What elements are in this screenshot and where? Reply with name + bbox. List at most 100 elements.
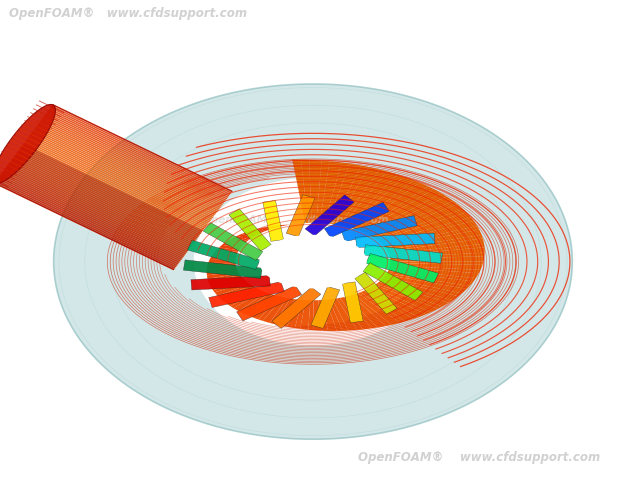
Polygon shape [366,253,438,283]
Polygon shape [252,229,262,234]
Polygon shape [389,247,484,258]
Polygon shape [265,227,271,230]
Polygon shape [382,221,477,246]
Polygon shape [0,144,203,269]
Polygon shape [237,286,301,321]
Polygon shape [207,271,239,279]
Polygon shape [386,273,470,289]
Polygon shape [249,230,259,235]
Polygon shape [337,298,363,330]
Polygon shape [230,237,247,243]
Polygon shape [311,287,340,328]
Polygon shape [230,290,263,308]
Polygon shape [308,300,314,330]
Polygon shape [282,299,298,327]
Polygon shape [381,278,458,300]
Polygon shape [379,280,452,303]
Text: OpenFOAM®    www.cfdsupport.com: OpenFOAM® www.cfdsupport.com [358,451,600,464]
Polygon shape [208,275,242,285]
Polygon shape [273,226,278,228]
Polygon shape [335,167,380,225]
Polygon shape [194,178,432,346]
Polygon shape [301,159,312,223]
Polygon shape [321,300,337,331]
Polygon shape [390,256,484,262]
Polygon shape [389,244,484,255]
Polygon shape [234,236,249,241]
Polygon shape [242,293,273,315]
Polygon shape [327,164,361,224]
Polygon shape [384,275,467,293]
Polygon shape [285,225,290,226]
Polygon shape [366,288,426,317]
Polygon shape [354,293,400,325]
Polygon shape [305,195,354,236]
Polygon shape [217,247,239,252]
Polygon shape [383,277,462,296]
Polygon shape [210,257,236,260]
Polygon shape [358,292,405,323]
Polygon shape [360,291,413,321]
Polygon shape [329,299,348,331]
Polygon shape [211,279,246,290]
Polygon shape [237,234,252,240]
Polygon shape [263,201,284,241]
Polygon shape [387,271,474,286]
Polygon shape [347,174,404,228]
Polygon shape [222,243,241,248]
Polygon shape [228,239,245,244]
Polygon shape [381,217,474,244]
Polygon shape [214,249,238,254]
Polygon shape [339,169,387,226]
Polygon shape [356,182,428,231]
Polygon shape [332,166,369,225]
Polygon shape [188,240,260,270]
Polygon shape [209,282,284,308]
Polygon shape [368,196,453,236]
Polygon shape [324,163,349,224]
Polygon shape [257,228,265,232]
Polygon shape [371,201,457,238]
Polygon shape [208,262,236,264]
Polygon shape [390,263,483,270]
Polygon shape [360,186,434,232]
Polygon shape [388,239,484,254]
Polygon shape [242,233,254,238]
Polygon shape [286,195,315,237]
Polygon shape [370,287,431,314]
Polygon shape [314,300,323,331]
Polygon shape [275,299,295,326]
Polygon shape [191,276,270,290]
Polygon shape [342,216,417,241]
Polygon shape [252,296,280,319]
Polygon shape [0,105,56,183]
Polygon shape [364,245,443,264]
Polygon shape [332,299,357,331]
Polygon shape [229,209,271,251]
Polygon shape [213,281,247,292]
Polygon shape [207,274,241,281]
Text: OpenFOAM®: OpenFOAM® [203,215,278,225]
Polygon shape [269,226,276,229]
Polygon shape [234,291,266,311]
Polygon shape [349,177,413,228]
Polygon shape [210,277,243,287]
Polygon shape [356,233,435,248]
Polygon shape [214,282,250,296]
Polygon shape [364,289,419,319]
Polygon shape [366,193,446,235]
Polygon shape [390,252,484,259]
Polygon shape [390,262,483,265]
Polygon shape [363,263,423,300]
Polygon shape [211,254,236,258]
Polygon shape [309,160,321,223]
Polygon shape [209,259,236,262]
Polygon shape [342,171,397,227]
Polygon shape [376,282,449,307]
Polygon shape [316,160,330,223]
Polygon shape [225,241,243,247]
Polygon shape [282,225,285,226]
Polygon shape [213,252,237,256]
Polygon shape [390,265,481,273]
Polygon shape [259,235,367,288]
